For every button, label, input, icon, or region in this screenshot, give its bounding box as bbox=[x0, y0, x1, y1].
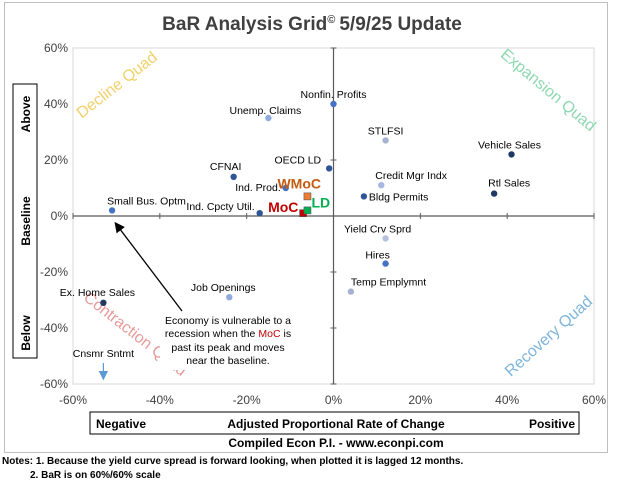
point-credit-mgr-indx bbox=[378, 182, 385, 189]
point-vehicle-sales bbox=[508, 151, 515, 158]
point-hires bbox=[382, 260, 389, 267]
label-bldg-permits: Bldg Permits bbox=[369, 191, 429, 203]
point-cfnai bbox=[230, 173, 237, 180]
quad-label-recovery: Recovery Quad bbox=[502, 293, 596, 380]
label-cfnai: CFNAI bbox=[210, 161, 242, 173]
y-tick-label: -20% bbox=[40, 265, 68, 279]
footer-credit: Compiled Econ P.I. - www.econpi.com bbox=[228, 436, 443, 450]
label-yield-crv-sprd: Yield Crv Sprd bbox=[344, 223, 411, 235]
label-job-openings: Job Openings bbox=[191, 282, 256, 294]
label-nonfin-profits: Nonfin. Profits bbox=[301, 89, 367, 101]
chart-frame bbox=[4, 2, 608, 453]
y-side-label-box bbox=[12, 83, 38, 359]
point-oecd-ld bbox=[325, 165, 333, 172]
label-hires: Hires bbox=[365, 250, 390, 262]
chart-title: BaR Analysis Grid© 5/9/25 Update bbox=[162, 14, 462, 35]
label-ex-home-sales: Ex. Home Sales bbox=[60, 287, 135, 299]
point-ex-home-sales bbox=[100, 299, 107, 306]
notes: Notes: 1. Because the yield curve spread… bbox=[2, 455, 463, 483]
x-label-negative: Negative bbox=[96, 417, 146, 431]
point-rtl-sales bbox=[490, 190, 498, 197]
label-rtl-sales: Rtl Sales bbox=[488, 178, 530, 190]
y-tick-label: 20% bbox=[44, 153, 68, 167]
y-tick-label: -60% bbox=[40, 377, 68, 391]
quad-label-expansion: Expansion Quad bbox=[497, 46, 599, 135]
y-label-below: Below bbox=[19, 315, 33, 351]
note-line-2: 2. BaR is on 60%/60% scale bbox=[30, 470, 161, 481]
y-label-baseline: Baseline bbox=[19, 196, 33, 246]
marker-label-ld: LD bbox=[311, 194, 330, 210]
point-yield-crv-sprd bbox=[382, 235, 389, 242]
x-tick-label: 20% bbox=[408, 393, 432, 407]
x-tick-label: 0% bbox=[325, 393, 343, 407]
label-ind-prod: Ind. Prod. bbox=[235, 182, 281, 194]
label-unemp-claims: Unemp. Claims bbox=[229, 105, 301, 117]
label-oecd-ld: OECD LD bbox=[274, 154, 321, 166]
axes: -60% -40% -20% 0% 20% 40% 60% 60% 40% 20% 0% -20% -4… bbox=[40, 41, 606, 407]
x-axis-label: Adjusted Proportional Rate of Change bbox=[227, 417, 445, 431]
point-ind-cpcty-util bbox=[256, 210, 263, 217]
x-label-box bbox=[89, 411, 580, 435]
annotation-line-3: past its peak and moves bbox=[171, 342, 284, 354]
label-stlfsi: STLFSI bbox=[368, 125, 404, 137]
note-line-1: Notes: 1. Because the yield curve spread… bbox=[2, 456, 464, 467]
annotation-arrow bbox=[114, 221, 183, 312]
label-small-bus-optm: Small Bus. Optm bbox=[107, 195, 186, 207]
marker-label-wmoc: WMoC bbox=[277, 175, 321, 191]
x-tick-label: 60% bbox=[582, 393, 606, 407]
marker-label-moc: MoC bbox=[268, 199, 298, 215]
annotation: Economy is vulnerable to a recession whe… bbox=[114, 221, 297, 370]
x-label-positive: Positive bbox=[529, 417, 575, 431]
label-credit-mgr-indx: Credit Mgr Indx bbox=[375, 170, 448, 182]
y-tick-label: -40% bbox=[40, 321, 68, 335]
marker-wmoc bbox=[303, 192, 312, 201]
y-tick-label: 40% bbox=[44, 97, 68, 111]
point-small-bus-optm bbox=[108, 207, 116, 214]
y-tick-label: 0% bbox=[51, 209, 69, 223]
x-tick-label: -40% bbox=[146, 393, 174, 407]
annotation-line-4: near the baseline. bbox=[186, 355, 269, 367]
y-label-above: Above bbox=[19, 95, 33, 132]
x-tick-label: -20% bbox=[233, 393, 261, 407]
annotation-line-2: recession when the MoC is bbox=[165, 328, 291, 340]
point-stlfsi bbox=[382, 137, 389, 144]
quad-label-decline: Decline Quad bbox=[74, 49, 161, 122]
y-tick-label: 60% bbox=[44, 41, 68, 55]
point-temp-emplymnt bbox=[347, 288, 355, 295]
point-job-openings bbox=[226, 294, 233, 301]
point-nonfin-profits bbox=[330, 100, 337, 108]
annotation-box bbox=[160, 312, 297, 370]
point-bldg-permits bbox=[360, 193, 368, 200]
point-unemp-claims bbox=[265, 114, 272, 122]
annotation-line-1: Economy is vulnerable to a bbox=[165, 315, 291, 327]
point-ind-prod bbox=[282, 184, 289, 192]
x-tick-label: 40% bbox=[495, 393, 519, 407]
marker-ld bbox=[303, 206, 312, 215]
label-temp-emplymnt: Temp Emplymnt bbox=[351, 277, 426, 289]
bar-analysis-chart: BaR Analysis Grid© 5/9/25 Update -60% -40%… bbox=[12, 14, 606, 450]
label-vehicle-sales: Vehicle Sales bbox=[478, 139, 541, 151]
label-cnsmr-sntmt: Cnsmr Sntmt bbox=[73, 348, 134, 360]
label-ind-cpcty-util: Ind. Cpcty Util. bbox=[186, 201, 254, 213]
x-tick-label: -60% bbox=[59, 393, 87, 407]
